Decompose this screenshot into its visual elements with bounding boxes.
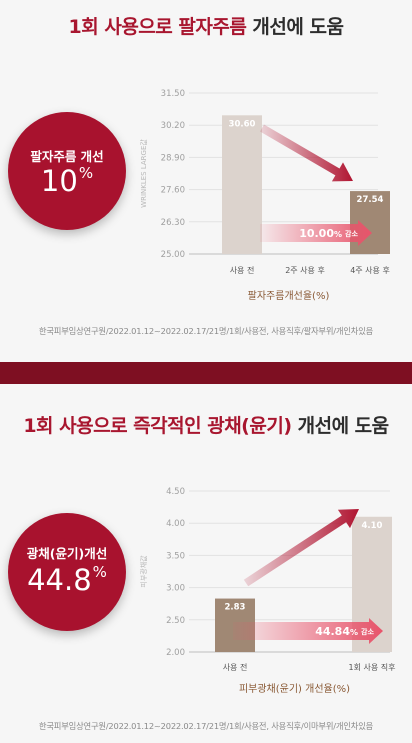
trend-arrow — [260, 124, 353, 182]
change-band-arrow — [260, 220, 372, 246]
bar-0 — [222, 115, 262, 255]
wrinkle-source: 한국피부임상연구원/2022.01.12~2022.02.17/21명/1회/사… — [38, 326, 374, 336]
y-tick-label: 4.50 — [166, 487, 185, 497]
radiance-headline-accent: 1회 사용으로 즉각적인 광채(윤기) — [23, 415, 292, 437]
wrinkle-headline-rest: 개선에 도움 — [246, 16, 344, 38]
radiance-badge-label: 광채(윤기)개선 — [26, 546, 108, 561]
wrinkle-badge-value: 10% — [8, 164, 126, 198]
wrinkle-chart: 31.50 30.20 28.90 27.60 26.30 25.00 WRINKLES L… — [140, 89, 390, 302]
x-category-label: 2주 사용 후 — [285, 266, 325, 275]
change-suffix: 감소 — [361, 627, 374, 636]
y-tick-label: 31.50 — [161, 89, 185, 99]
x-category-label: 사용 전 — [223, 662, 248, 672]
change-unit: % — [334, 230, 342, 239]
radiance-badge-unit: % — [92, 563, 107, 581]
trend-arrow — [243, 509, 359, 587]
x-category-label: 사용 전 — [230, 265, 255, 275]
change-value: 10.00 — [299, 227, 334, 240]
bar-2 — [350, 191, 390, 254]
y-tick-label: 3.50 — [166, 551, 185, 561]
x-category-label: 1회 사용 직후 — [349, 662, 396, 672]
wrinkle-badge: 팔자주름 개선 10% — [8, 112, 126, 230]
y-tick-label: 3.00 — [166, 584, 185, 594]
wrinkle-badge-label: 팔자주름 개선 — [30, 149, 104, 164]
x-category-label: 4주 사용 후 — [350, 266, 390, 275]
y-tick-label: 28.90 — [161, 153, 185, 163]
y-tick-label: 30.20 — [161, 121, 185, 131]
radiance-badge-number: 44.8 — [27, 563, 92, 597]
wrinkle-headline-accent: 1회 사용으로 팔자주름 — [68, 16, 247, 38]
y-tick-label: 25.00 — [161, 250, 185, 260]
wrinkle-headline: 1회 사용으로 팔자주름 개선에 도움 — [0, 12, 412, 39]
radiance-chart: 4.50 4.00 3.50 3.00 2.50 2.00 피부광채값 2.83 4.10 사용 … — [139, 487, 396, 695]
change-suffix: 감소 — [345, 229, 358, 238]
bar-value-label: 4.10 — [362, 521, 383, 531]
section-divider — [0, 362, 412, 384]
y-axis-label: 피부광채값 — [139, 555, 148, 588]
bar-value-label: 2.83 — [225, 603, 246, 613]
x-axis-title: 피부광채(윤기) 개선율(%) — [239, 683, 350, 695]
y-tick-label: 2.50 — [166, 616, 185, 626]
bar-value-label: 30.60 — [229, 119, 256, 129]
radiance-badge-value: 44.8% — [8, 563, 126, 597]
y-tick-label: 4.00 — [166, 519, 185, 529]
y-tick-label: 27.60 — [161, 186, 185, 196]
bar-value-label: 27.54 — [357, 195, 384, 205]
y-axis-label: WRINKLES LARGE값 — [140, 139, 148, 208]
radiance-headline: 1회 사용으로 즉각적인 광채(윤기) 개선에 도움 — [0, 411, 412, 438]
wrinkle-badge-unit: % — [78, 164, 94, 182]
y-tick-label: 26.30 — [161, 218, 185, 228]
y-tick-label: 2.00 — [166, 648, 185, 658]
radiance-source: 한국피부임상연구원/2022.01.12~2022.02.17/21명/1회/사… — [38, 721, 374, 731]
change-annotation: 10.00% — [299, 227, 342, 240]
wrinkle-badge-number: 10 — [40, 164, 78, 198]
change-unit: % — [350, 628, 358, 637]
x-axis-title: 팔자주름개선율(%) — [248, 290, 330, 302]
change-band-arrow — [233, 618, 383, 644]
change-value: 44.84 — [315, 625, 350, 638]
radiance-badge: 광채(윤기)개선 44.8% — [8, 513, 126, 631]
radiance-headline-rest: 개선에 도움 — [291, 415, 390, 437]
change-annotation: 44.84% — [315, 625, 358, 638]
